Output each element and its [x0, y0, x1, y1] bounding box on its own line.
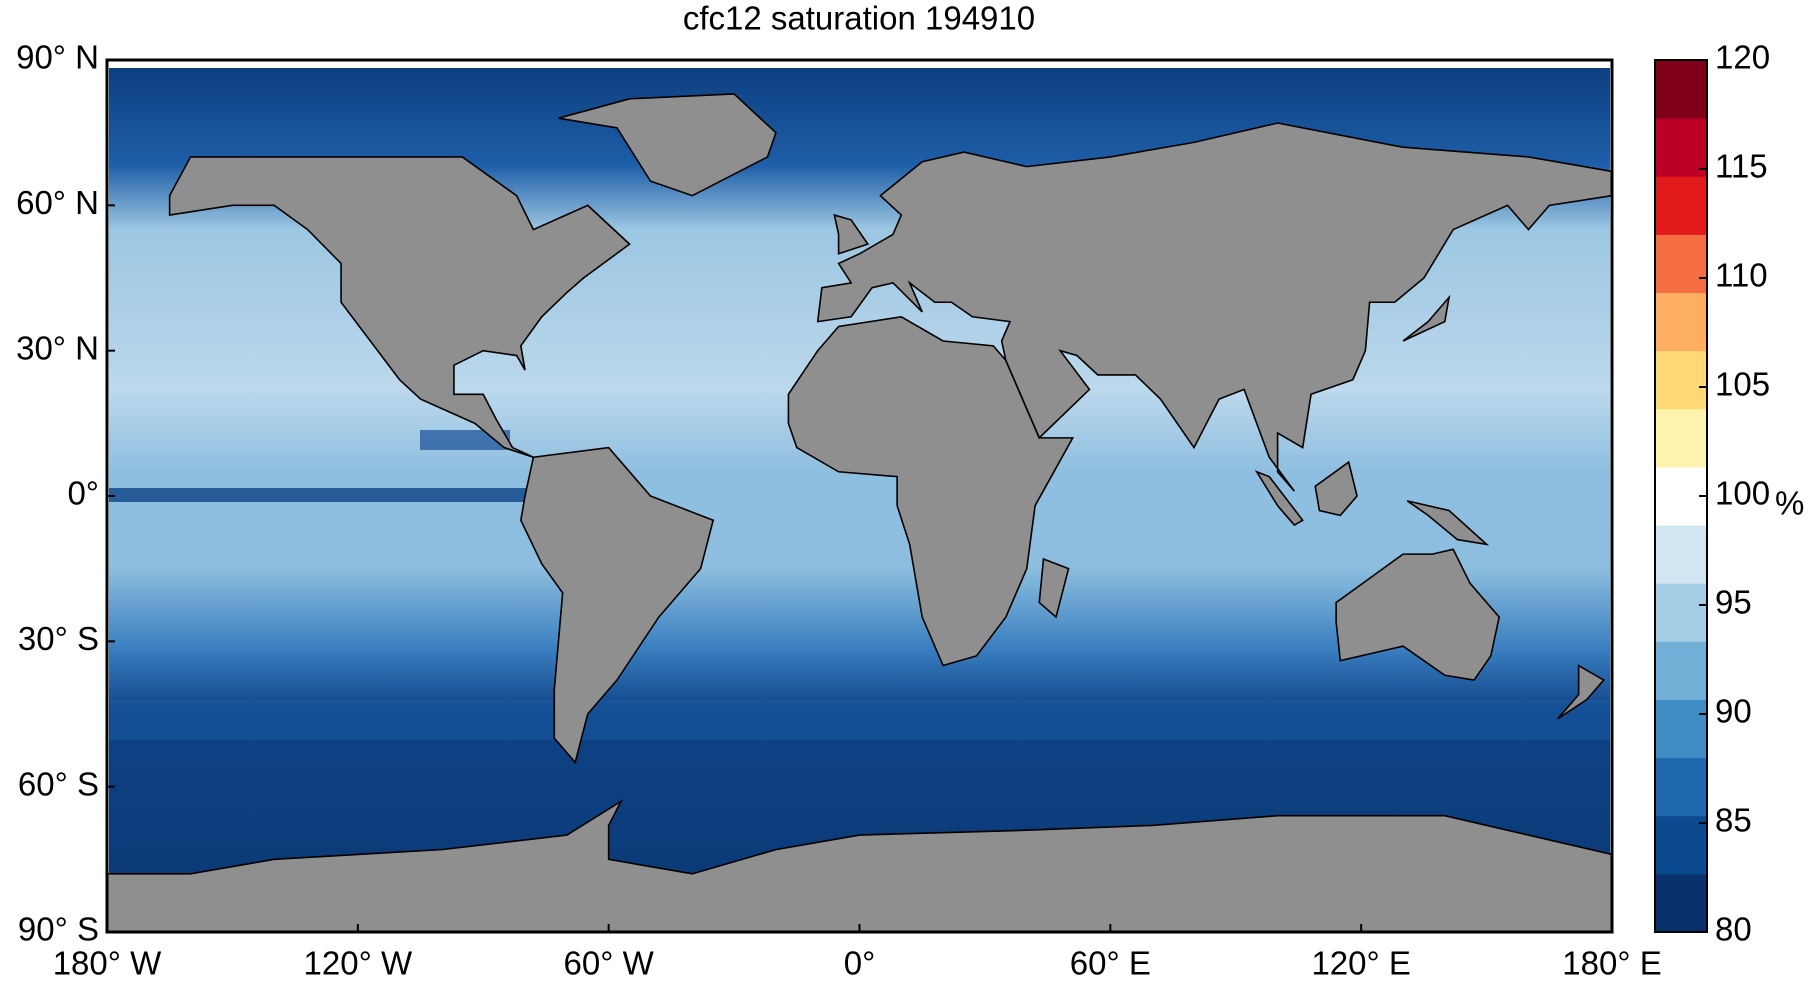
colorbar-segment — [1655, 815, 1707, 875]
colorbar-segment — [1655, 873, 1707, 933]
colorbar-segment — [1655, 234, 1707, 294]
x-tick-label: 60° E — [1070, 945, 1151, 982]
colorbar-segment — [1655, 118, 1707, 177]
australia — [1336, 549, 1499, 680]
colorbar-tick-label: 105 — [1715, 366, 1770, 403]
y-tick-label: 60° N — [16, 184, 99, 221]
colorbar-segment — [1655, 60, 1707, 119]
x-tick-label: 60° W — [564, 945, 655, 982]
colorbar-segment — [1655, 699, 1707, 759]
y-tick-label: 30° N — [16, 329, 99, 366]
eurasia — [818, 123, 1612, 491]
borneo — [1315, 462, 1357, 515]
colorbar-tick-label: 110 — [1715, 257, 1768, 294]
japan — [1403, 297, 1449, 341]
colorbar-segment — [1655, 176, 1707, 235]
greenland — [558, 94, 775, 196]
ocean-band — [420, 430, 510, 450]
y-tick-label: 90° S — [18, 911, 99, 948]
africa — [788, 317, 1072, 666]
x-tick-label: 0° — [844, 945, 876, 982]
colorbar-segment — [1655, 757, 1707, 817]
x-tick-label: 120° E — [1311, 945, 1410, 982]
britain — [834, 215, 867, 254]
y-tick-label: 30° S — [18, 620, 99, 657]
colorbar-tick-label: 85 — [1715, 802, 1752, 839]
north-america — [170, 157, 630, 457]
x-tick-label: 120° W — [304, 945, 413, 982]
colorbar-tick-label: 80 — [1715, 911, 1752, 948]
colorbar-unit: % — [1775, 485, 1804, 522]
colorbar-segment — [1655, 466, 1707, 526]
colorbar-segment — [1655, 641, 1707, 700]
colorbar-segment — [1655, 583, 1707, 642]
colorbar-tick-label: 100 — [1715, 475, 1770, 512]
new-zealand — [1558, 666, 1604, 719]
colorbar-tick-label: 120 — [1715, 39, 1770, 76]
map-title: cfc12 saturation 194910 — [683, 0, 1035, 37]
y-tick-label: 60° S — [18, 765, 99, 802]
colorbar-segment — [1655, 408, 1707, 468]
colorbar-tick-label: 90 — [1715, 693, 1752, 730]
land — [107, 94, 1612, 932]
colorbar-segment — [1655, 350, 1707, 410]
ocean-band — [109, 700, 1610, 740]
madagascar — [1039, 559, 1068, 617]
colorbar-segment — [1655, 292, 1707, 352]
y-tick-label: 90° N — [16, 39, 99, 76]
colorbar-tick-label: 115 — [1715, 148, 1768, 185]
x-tick-label: 180° W — [53, 945, 162, 982]
antarctica — [107, 801, 1612, 932]
x-tick-label: 180° E — [1562, 945, 1661, 982]
y-tick-label: 0° — [67, 475, 99, 512]
ocean-band — [109, 488, 529, 502]
new-guinea — [1407, 501, 1486, 545]
colorbar-segment — [1655, 525, 1707, 584]
south-america — [521, 448, 713, 763]
colorbar-tick-label: 95 — [1715, 584, 1752, 621]
sumatra — [1257, 472, 1303, 525]
